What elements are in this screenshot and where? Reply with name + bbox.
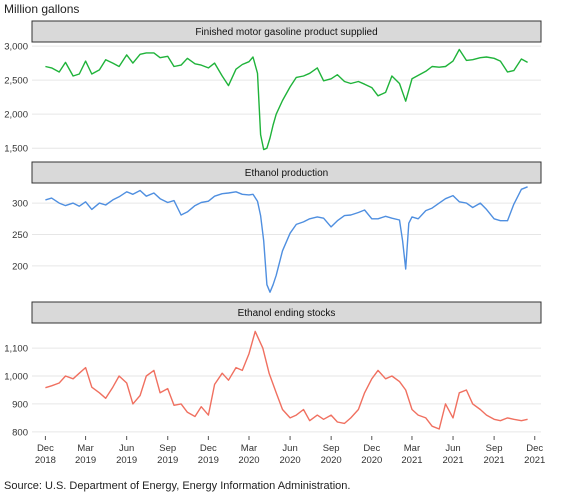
x-tick-label-year: 2021 [401, 455, 422, 466]
x-tick-label-month: Dec [37, 443, 54, 454]
x-tick-label-month: Dec [200, 443, 217, 454]
x-tick-label-year: 2019 [198, 455, 219, 466]
x-tick-label-month: Sep [323, 443, 340, 454]
y-tick-label: 250 [12, 230, 28, 241]
x-axis: Dec2018Mar2019Jun2019Sep2019Dec2019Mar20… [35, 436, 545, 466]
panel-strip [31, 20, 542, 43]
panel-strip [31, 161, 542, 184]
x-tick-label-year: 2021 [442, 455, 463, 466]
y-tick-label: 1,500 [4, 144, 28, 155]
y-axis-unit-label: Million gallons [4, 2, 80, 16]
x-tick-label-year: 2019 [116, 455, 137, 466]
x-tick-label-year: 2018 [35, 455, 56, 466]
x-tick-label-year: 2021 [484, 455, 505, 466]
y-tick-label: 2,500 [4, 76, 28, 87]
y-tick-label: 900 [12, 399, 28, 410]
series-line [45, 330, 528, 430]
panel-title: Ethanol production [245, 168, 328, 179]
x-tick-label-year: 2019 [157, 455, 178, 466]
y-tick-label: 800 [12, 427, 28, 438]
panel-ethanol-production: Ethanol production 200 250 300 [12, 161, 542, 293]
panel-gasoline: Finished motor gasoline product supplied… [4, 20, 542, 155]
x-tick-label-month: Sep [486, 443, 503, 454]
x-tick-label-month: Mar [241, 443, 257, 454]
panel-title: Finished motor gasoline product supplied [195, 27, 377, 38]
y-tick-label: 3,000 [4, 42, 28, 53]
y-tick-label: 2,000 [4, 110, 28, 121]
x-tick-label-month: Jun [119, 443, 134, 454]
source-note: Source: U.S. Department of Energy, Energ… [4, 480, 351, 492]
x-tick-label-year: 2020 [238, 455, 259, 466]
x-tick-label-year: 2020 [321, 455, 342, 466]
x-tick-label-month: Jun [445, 443, 460, 454]
x-tick-label-month: Dec [526, 443, 543, 454]
y-tick-label: 1,000 [4, 372, 28, 383]
x-tick-label-year: 2020 [280, 455, 301, 466]
panel-ethanol-stocks: Ethanol ending stocks 800 900 1,000 1,100 [4, 301, 542, 438]
series-line [45, 186, 528, 293]
y-tick-label: 1,100 [4, 344, 28, 355]
panel-strip [31, 301, 542, 324]
panel-title: Ethanol ending stocks [238, 308, 336, 319]
x-tick-label-month: Mar [77, 443, 93, 454]
x-tick-label-month: Mar [404, 443, 420, 454]
y-tick-label: 300 [12, 199, 28, 210]
series-line [45, 48, 528, 151]
x-tick-label-year: 2019 [75, 455, 96, 466]
x-tick-label-month: Sep [159, 443, 176, 454]
y-tick-label: 200 [12, 261, 28, 272]
x-tick-label-month: Jun [282, 443, 297, 454]
x-tick-label-year: 2020 [361, 455, 382, 466]
x-tick-label-month: Dec [363, 443, 380, 454]
x-tick-label-year: 2021 [524, 455, 545, 466]
